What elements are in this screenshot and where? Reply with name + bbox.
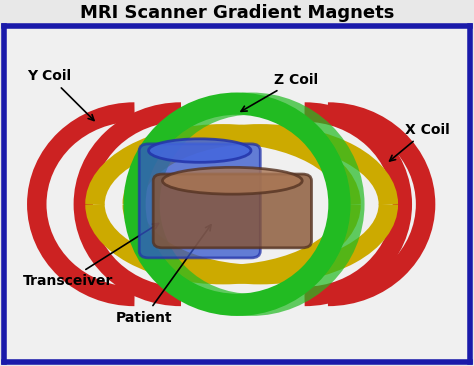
Text: X Coil: X Coil	[390, 123, 449, 161]
Text: Z Coil: Z Coil	[241, 72, 319, 111]
Text: Patient: Patient	[116, 225, 211, 325]
Text: Transceiver: Transceiver	[23, 224, 159, 288]
Text: Y Coil: Y Coil	[27, 69, 94, 120]
Ellipse shape	[148, 139, 251, 162]
Ellipse shape	[163, 167, 302, 194]
Title: MRI Scanner Gradient Magnets: MRI Scanner Gradient Magnets	[80, 4, 394, 22]
FancyBboxPatch shape	[153, 174, 311, 248]
FancyBboxPatch shape	[139, 144, 260, 258]
